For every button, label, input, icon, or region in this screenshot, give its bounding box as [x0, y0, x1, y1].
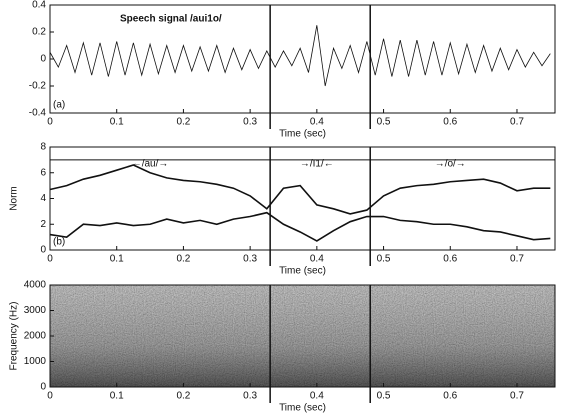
y-tick-label: 8: [40, 142, 46, 153]
x-tick-label: 0: [47, 254, 53, 265]
annotation: →/o/→: [435, 159, 466, 170]
x-tick-label: 0.1: [110, 391, 124, 402]
y-tick-label: 1000: [24, 356, 47, 367]
x-tick-label: 0.7: [510, 391, 524, 402]
x-tick-label: 0.4: [310, 391, 324, 402]
x-tick-label: 0.2: [176, 254, 190, 265]
x-tick-label: 0.2: [176, 117, 190, 128]
x-tick-label: 0: [47, 117, 53, 128]
data-line: [49, 164, 551, 215]
x-tick-label: 0: [47, 391, 53, 402]
y-tick-label: 4000: [24, 280, 47, 291]
y-tick-label: 0: [40, 245, 46, 256]
x-axis-label: Time (sec): [279, 129, 326, 140]
y-tick-label: 0.4: [32, 0, 46, 11]
x-axis-label: Time (sec): [279, 266, 326, 277]
y-tick-label: -0.2: [29, 81, 47, 92]
y-tick-label: 2: [40, 219, 46, 230]
data-line: [49, 25, 551, 87]
panel-label: (a): [53, 100, 65, 111]
y-tick-label: -0.4: [29, 108, 47, 119]
x-tick-label: 0.4: [310, 254, 324, 265]
x-tick-label: 0.6: [443, 254, 457, 265]
y-tick-label: 0: [40, 382, 46, 393]
x-tick-label: 0.6: [443, 391, 457, 402]
annotation: →/I1/←: [300, 159, 334, 170]
x-tick-label: 0.1: [110, 117, 124, 128]
x-axis-label: Time (sec): [279, 403, 326, 414]
x-tick-label: 0.7: [510, 117, 524, 128]
x-tick-label: 0.5: [377, 117, 391, 128]
x-tick-label: 0.4: [310, 117, 324, 128]
x-tick-label: 0.7: [510, 254, 524, 265]
y-tick-label: 3000: [24, 305, 47, 316]
x-tick-label: 0.5: [377, 254, 391, 265]
annotation: ←/au/→: [132, 159, 169, 170]
y-tick-label: 0: [40, 54, 46, 65]
spectrogram-shade: [50, 285, 555, 387]
x-tick-label: 0.2: [176, 391, 190, 402]
data-line: [49, 211, 551, 242]
x-tick-label: 0.3: [243, 254, 257, 265]
x-tick-label: 0.6: [443, 117, 457, 128]
chart-title: Speech signal /aui1o/: [120, 14, 222, 25]
panel-label: (b): [53, 237, 65, 248]
y-axis-label: Norm: [9, 186, 20, 210]
y-tick-label: 2000: [24, 331, 47, 342]
y-axis-label: Frequency (Hz): [9, 302, 20, 371]
y-tick-label: 6: [40, 167, 46, 178]
x-tick-label: 0.3: [243, 391, 257, 402]
y-tick-label: 0.2: [32, 27, 46, 38]
x-tick-label: 0.5: [377, 391, 391, 402]
y-tick-label: 4: [40, 193, 46, 204]
x-tick-label: 0.1: [110, 254, 124, 265]
x-tick-label: 0.3: [243, 117, 257, 128]
